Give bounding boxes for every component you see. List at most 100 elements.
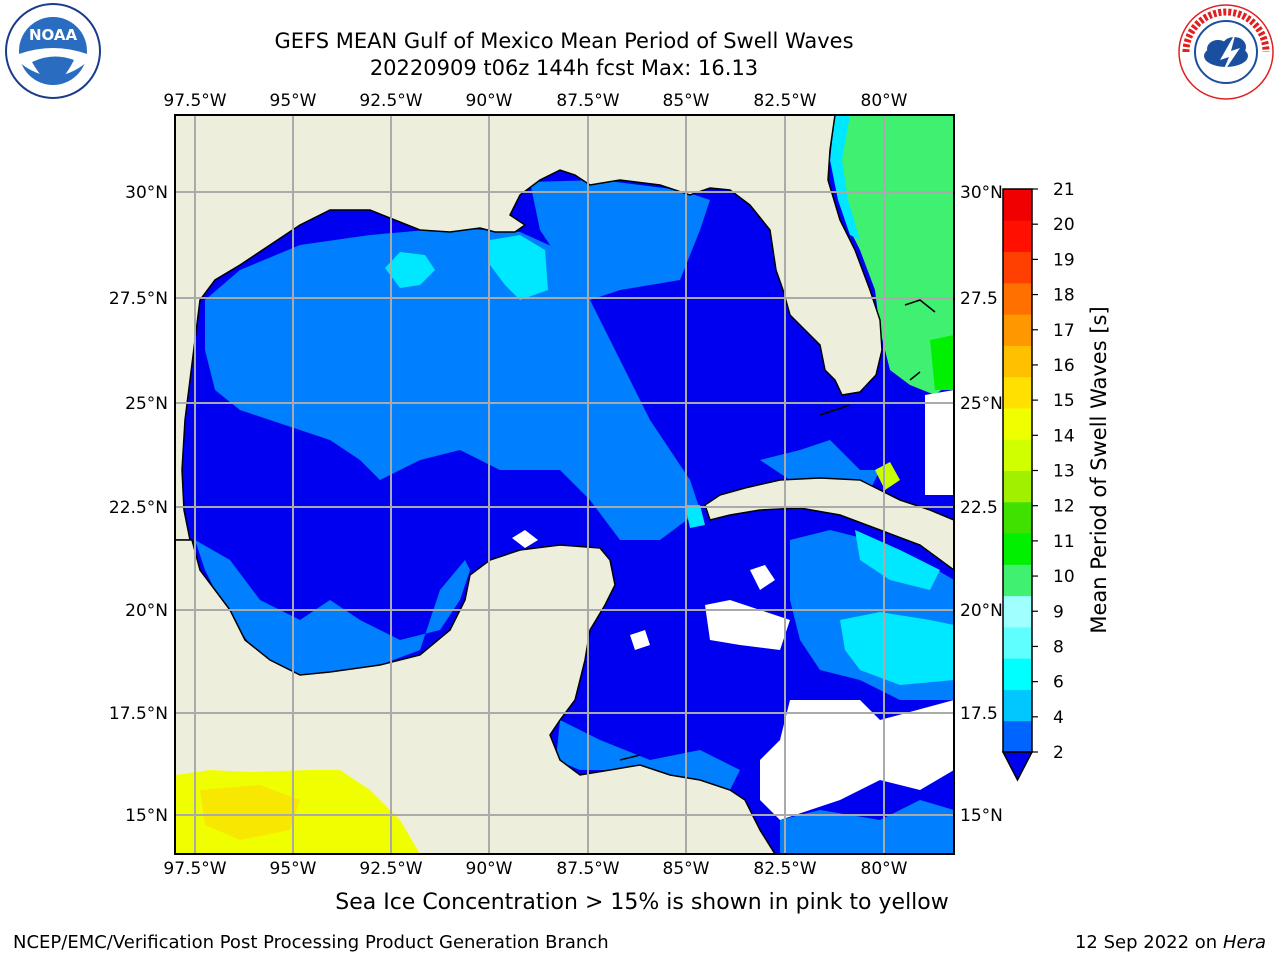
swell-band-mid [530,180,710,300]
colorbar-segment [1003,470,1032,503]
swell-band-yellow [875,462,900,490]
colorbar-segment [1003,720,1032,753]
lat-label: 22.5°N [109,498,168,518]
chart-subtitle: 20220909 t06z 144h fcst Max: 16.13 [369,56,759,80]
lon-label: 92.5°W [359,91,422,111]
noaa-logo: NOAA [5,3,101,99]
lat-label: 30°N [125,183,168,203]
lat-label: 15°N [960,806,1003,826]
lon-label: 80°W [861,859,908,879]
colorbar-segment [1003,626,1032,659]
lat-label: 25°N [960,394,1003,414]
colorbar-tick-label: 4 [1053,708,1064,728]
swell-band-mid [780,800,954,854]
lon-label: 90°W [466,859,513,879]
colorbar-segment [1003,439,1032,471]
lon-label: 87.5°W [556,859,619,879]
lat-label: 25°N [125,394,168,414]
colorbar-tick-label: 17 [1053,321,1075,341]
lat-label: 22.5 [960,498,998,518]
colorbar: 2 4 6 8 9 10 11 12 13 14 15 16 17 18 19 20 21 [1001,180,1075,782]
swell-band-cyan [855,530,940,590]
nodata-area [925,390,954,495]
lat-labels-left: 30°N 27.5°N 25°N 22.5°N 20°N 17.5°N 15°N [109,183,168,826]
colorbar-segment [1003,595,1032,628]
nws-logo [1178,4,1274,100]
lat-label: 15°N [125,806,168,826]
lon-label: 80°W [861,91,908,111]
credit-date: 12 Sep 2022 on [1074,932,1218,953]
credit-host: Hera [1222,932,1266,953]
lat-label: 27.5°N [109,289,168,309]
colorbar-segment [1003,345,1032,378]
nodata-area [630,630,650,650]
colorbar-segment [1003,407,1032,440]
colorbar-label: Mean Period of Swell Waves [s] [1087,306,1111,633]
swell-band-mid [205,228,700,540]
lat-label: 20°N [125,601,168,621]
lat-label: 30°N [960,183,1003,203]
sea-ice-note: Sea Ice Concentration > 15% is shown in … [335,890,949,915]
chart-title: GEFS MEAN Gulf of Mexico Mean Period of … [274,29,854,53]
colorbar-tick-label: 20 [1053,215,1075,235]
land-cuba [704,477,954,571]
colorbar-tick-label: 2 [1053,743,1064,763]
lat-label: 20°N [960,601,1003,621]
colorbar-tick-label: 21 [1053,180,1075,200]
map-plot-area [175,115,954,854]
lon-label: 82.5°W [753,859,816,879]
lon-label: 95°W [270,91,317,111]
swell-band-cyan [385,252,435,288]
swell-band-green [835,115,954,395]
colorbar-segment [1003,501,1032,534]
lon-labels-bottom: 97.5°W 95°W 92.5°W 90°W 87.5°W 85°W 82.5… [163,859,907,879]
colorbar-segment [1003,314,1032,346]
colorbar-segment [1003,376,1032,409]
lon-label: 92.5°W [359,859,422,879]
credit-left: NCEP/EMC/Verification Post Processing Pr… [13,932,609,953]
colorbar-segment [1003,282,1032,315]
land-us [175,115,883,541]
swell-band-mid [195,540,470,685]
lon-label: 85°W [663,91,710,111]
colorbar-segment [1003,533,1032,565]
colorbar-tick-label: 6 [1053,673,1064,693]
swell-band-cyan [685,505,705,528]
swell-band-mid [760,440,880,490]
swell-band-cyan [830,115,860,240]
colorbar-under-triangle [1001,751,1034,782]
colorbar-tick-label: 16 [1053,356,1075,376]
nodata-area [512,530,538,548]
map-frame [174,114,955,855]
lat-label: 27.5 [960,289,998,309]
nodata-area [750,565,775,590]
colorbar-segment [1003,251,1032,284]
colorbar-tick-label: 18 [1053,286,1075,306]
colorbar-tick-label: 12 [1053,497,1075,517]
colorbar-segment [1003,564,1032,597]
lat-label: 17.5 [960,704,998,724]
lon-label: 97.5°W [163,859,226,879]
swell-band-green [930,335,954,390]
nodata-area [705,600,790,650]
colorbar-tick-label: 8 [1053,637,1064,657]
noaa-logo-text: NOAA [29,26,78,44]
colorbar-segment [1003,220,1032,253]
colorbar-tick-label: 9 [1053,602,1064,622]
swell-band-cyan [490,235,548,300]
lon-label: 85°W [663,859,710,879]
colorbar-tick-label: 14 [1053,426,1075,446]
swell-band-cyan [840,612,954,685]
lat-labels-right: 30°N 27.5 25°N 22.5 20°N 17.5 15°N [960,183,1003,826]
colorbar-segment [1003,658,1032,690]
colorbar-tick-label: 11 [1053,532,1075,552]
lon-labels-top: 97.5°W 95°W 92.5°W 90°W 87.5°W 85°W 82.5… [163,91,907,111]
lon-label: 82.5°W [753,91,816,111]
land-islands [619,299,936,761]
colorbar-segment [1003,189,1032,221]
nodata-area [760,700,954,820]
map-gridlines [175,115,954,854]
lon-label: 90°W [466,91,513,111]
colorbar-segment [1003,689,1032,722]
lon-label: 95°W [270,859,317,879]
